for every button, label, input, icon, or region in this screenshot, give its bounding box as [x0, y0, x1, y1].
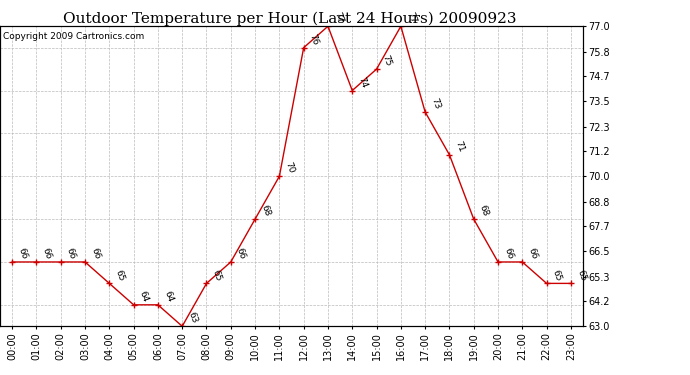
Text: 66: 66 [235, 247, 247, 261]
Text: 66: 66 [65, 247, 77, 261]
Text: 63: 63 [186, 311, 199, 325]
Text: 71: 71 [453, 140, 466, 153]
Text: 64: 64 [162, 290, 175, 303]
Text: 64: 64 [138, 290, 150, 303]
Text: 74: 74 [357, 75, 368, 89]
Text: 65: 65 [575, 268, 587, 282]
Text: 65: 65 [210, 268, 223, 282]
Text: 77: 77 [332, 11, 344, 25]
Text: 65: 65 [551, 268, 563, 282]
Text: 66: 66 [89, 247, 101, 261]
Text: 68: 68 [259, 204, 272, 218]
Text: Outdoor Temperature per Hour (Last 24 Hours) 20090923: Outdoor Temperature per Hour (Last 24 Ho… [63, 11, 517, 26]
Text: 76: 76 [308, 32, 320, 46]
Text: 66: 66 [41, 247, 53, 261]
Text: 66: 66 [526, 247, 539, 261]
Text: 66: 66 [502, 247, 515, 261]
Text: 68: 68 [478, 204, 491, 218]
Text: 75: 75 [381, 54, 393, 68]
Text: 70: 70 [284, 161, 296, 175]
Text: 65: 65 [113, 268, 126, 282]
Text: 73: 73 [429, 97, 442, 111]
Text: 77: 77 [405, 11, 417, 25]
Text: Copyright 2009 Cartronics.com: Copyright 2009 Cartronics.com [3, 32, 144, 41]
Text: 66: 66 [17, 247, 29, 261]
